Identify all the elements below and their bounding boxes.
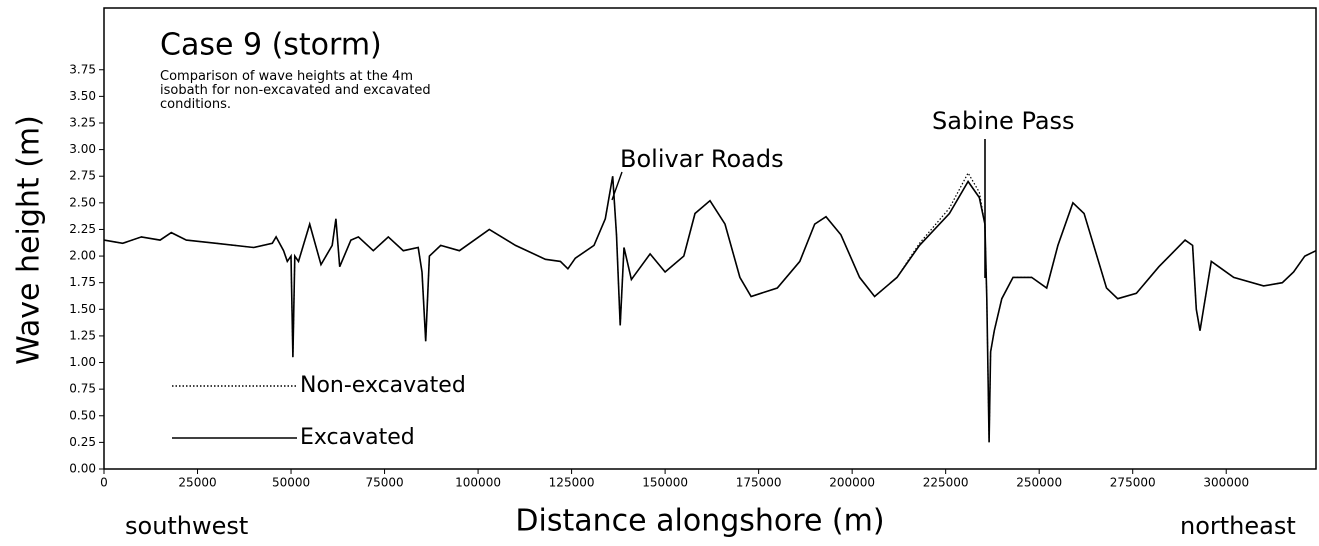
x-tick-label: 150000 <box>642 476 688 490</box>
y-tick-label: 1.75 <box>69 275 96 289</box>
legend-label: Non-excavated <box>300 373 466 398</box>
x-axis-label: Distance alongshore (m) <box>515 504 884 539</box>
y-tick-label: 1.25 <box>69 328 96 342</box>
chart-subtitle: Comparison of wave heights at the 4m iso… <box>160 69 431 112</box>
y-tick-label: 0.25 <box>69 435 96 449</box>
annotation: southwest <box>125 512 248 540</box>
annotation: Bolivar Roads <box>620 145 784 173</box>
x-tick-label: 250000 <box>1016 476 1062 490</box>
series-line <box>103 176 1317 443</box>
annotation: Sabine Pass <box>932 107 1075 135</box>
y-tick-label: 3.25 <box>69 115 96 129</box>
x-tick-label: 225000 <box>923 476 969 490</box>
series-line <box>103 171 1317 443</box>
y-tick-label: 0.50 <box>69 408 96 422</box>
x-tick-label: 75000 <box>365 476 403 490</box>
y-tick-label: 2.75 <box>69 169 96 183</box>
y-tick-label: 2.00 <box>69 249 96 263</box>
y-tick-label: 0.75 <box>69 382 96 396</box>
x-tick-label: 125000 <box>549 476 595 490</box>
y-axis-label: Wave height (m) <box>12 115 47 365</box>
chart-title: Case 9 (storm) <box>160 28 382 63</box>
x-tick-label: 200000 <box>829 476 875 490</box>
x-tick-label: 0 <box>100 476 108 490</box>
y-tick-label: 2.50 <box>69 195 96 209</box>
x-tick-label: 100000 <box>455 476 501 490</box>
x-tick-label: 175000 <box>736 476 782 490</box>
y-tick-label: 3.50 <box>69 89 96 103</box>
y-tick-label: 3.00 <box>69 142 96 156</box>
annotation-pointer <box>611 171 623 201</box>
y-tick-label: 1.00 <box>69 355 96 369</box>
legend-label: Excavated <box>300 425 415 450</box>
x-tick-label: 300000 <box>1203 476 1249 490</box>
y-tick-label: 1.50 <box>69 302 96 316</box>
x-tick-label: 50000 <box>272 476 310 490</box>
plot-frame <box>103 7 1317 470</box>
annotation: northeast <box>1180 512 1296 540</box>
y-tick-label: 3.75 <box>69 62 96 76</box>
x-tick-label: 25000 <box>178 476 216 490</box>
y-tick-label: 2.25 <box>69 222 96 236</box>
x-tick-label: 275000 <box>1110 476 1156 490</box>
y-tick-label: 0.00 <box>69 462 96 476</box>
